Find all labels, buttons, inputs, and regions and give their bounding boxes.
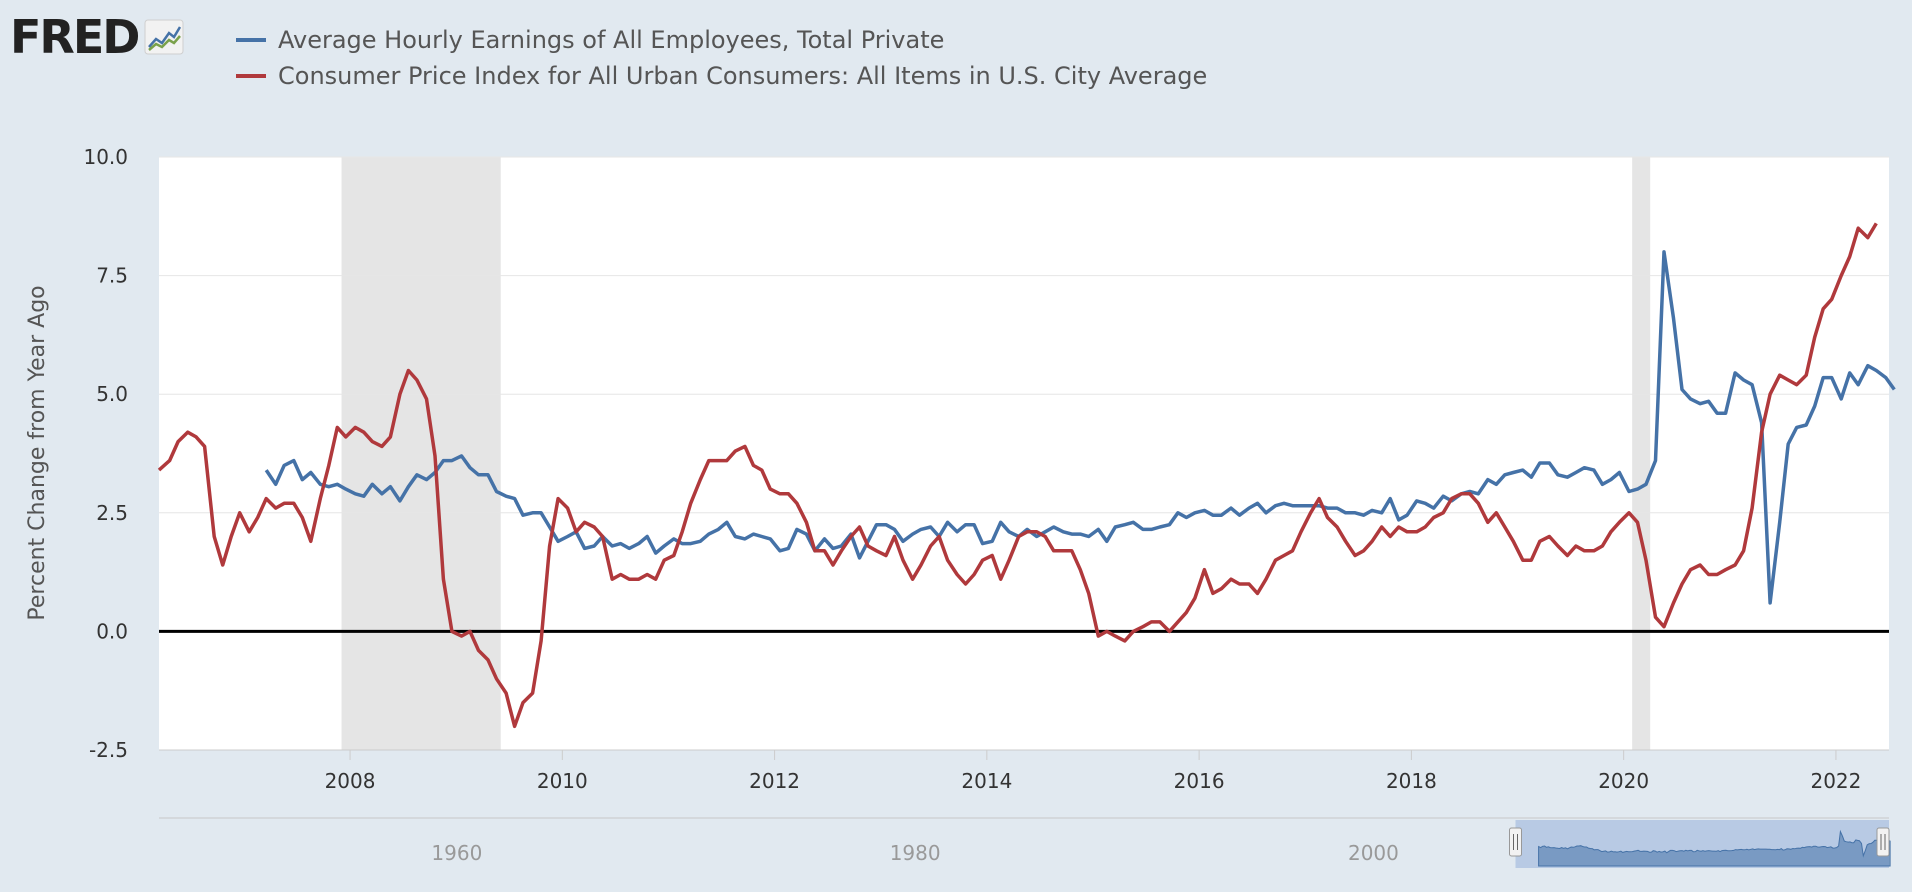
legend-item-earnings[interactable]: Average Hourly Earnings of All Employees…: [236, 22, 1207, 58]
navigator-tick-labels: 1960 1980 2000: [431, 841, 1398, 865]
recession-bands: [341, 157, 1651, 750]
x-tick-labels: 2008 2010 2012 2014 2016 2018 2020 2022: [325, 750, 1861, 793]
x-tick-label: 2012: [749, 769, 800, 793]
series-line-1: [157, 222, 1878, 729]
legend-item-cpi[interactable]: Consumer Price Index for All Urban Consu…: [236, 58, 1207, 94]
fred-logo-text: FRED: [10, 10, 140, 64]
y-tick-label: 0.0: [96, 619, 128, 643]
x-tick-label: 2016: [1174, 769, 1225, 793]
x-tick-label: 2014: [961, 769, 1012, 793]
y-tick-label: 5.0: [96, 382, 128, 406]
y-tick-label: 2.5: [96, 501, 128, 525]
recession-band-1: [1632, 157, 1651, 750]
legend-swatch-cpi: [236, 74, 266, 78]
x-tick-label: 2008: [325, 769, 376, 793]
recession-band-0: [341, 157, 501, 750]
legend-swatch-earnings: [236, 38, 266, 42]
fred-brand: FRED: [10, 14, 184, 60]
handle-grip[interactable]: [1509, 827, 1523, 857]
legend: Average Hourly Earnings of All Employees…: [236, 22, 1207, 94]
navigator[interactable]: 1960 1980 2000: [159, 817, 1891, 868]
handle-grip[interactable]: [1876, 827, 1890, 857]
navigator-right-handle[interactable]: [1876, 827, 1890, 857]
navigator-tick-label: 2000: [1348, 841, 1399, 865]
y-tick-label: -2.5: [89, 738, 128, 762]
navigator-tick-label: 1960: [431, 841, 482, 865]
y-tick-label: 7.5: [96, 264, 128, 288]
legend-label-cpi: Consumer Price Index for All Urban Consu…: [278, 62, 1208, 90]
navigator-tick-label: 1980: [890, 841, 941, 865]
x-tick-label: 2022: [1810, 769, 1861, 793]
y-tick-labels: 10.0 7.5 5.0 2.5 0.0 -2.5: [83, 145, 128, 762]
y-axis-label: Percent Change from Year Ago: [25, 285, 50, 620]
x-tick-label: 2020: [1598, 769, 1649, 793]
series-line-0: [264, 250, 1896, 605]
navigator-sparkline: [1538, 829, 1891, 867]
gridlines: [159, 156, 1889, 514]
legend-label-earnings: Average Hourly Earnings of All Employees…: [278, 26, 945, 54]
y-tick-label: 10.0: [83, 145, 128, 169]
series-lines: [157, 222, 1896, 729]
fred-chart-icon: [144, 19, 184, 55]
x-tick-label: 2010: [537, 769, 588, 793]
navigator-left-handle[interactable]: [1509, 827, 1523, 857]
x-tick-label: 2018: [1386, 769, 1437, 793]
